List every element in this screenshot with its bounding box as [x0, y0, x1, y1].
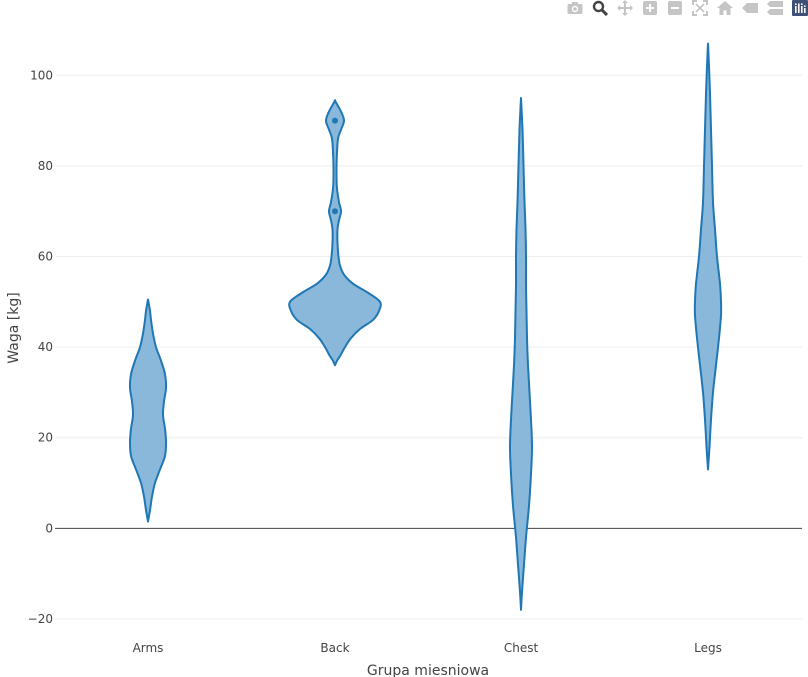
plotly-logo-icon[interactable]: [792, 0, 808, 16]
violins: [128, 42, 723, 611]
x-tick-label: Arms: [133, 641, 164, 655]
hover-closest-icon[interactable]: [742, 0, 758, 16]
zoom-in-icon[interactable]: [642, 0, 658, 16]
outlier-point[interactable]: [332, 208, 338, 215]
outlier-point[interactable]: [332, 117, 338, 124]
y-tick-label: 0: [45, 521, 53, 535]
reset-axes-icon[interactable]: [717, 0, 733, 16]
violin-chest[interactable]: [509, 96, 533, 611]
y-tick-label: 80: [38, 159, 53, 173]
y-tick-label: −20: [28, 612, 53, 626]
zoom-out-icon[interactable]: [667, 0, 683, 16]
violin-arms[interactable]: [128, 298, 168, 523]
hover-compare-icon[interactable]: [767, 0, 783, 16]
x-tick-label: Chest: [504, 641, 539, 655]
y-tick-label: 100: [30, 68, 53, 82]
x-axis-title: Grupa miesniowa: [367, 663, 489, 677]
violin-legs[interactable]: [693, 42, 723, 471]
y-tick-label: 60: [38, 250, 53, 264]
x-tick-label: Back: [320, 641, 349, 655]
x-tick-label: Legs: [694, 641, 722, 655]
y-tick-label: 20: [38, 431, 53, 445]
autoscale-icon[interactable]: [692, 0, 708, 16]
x-tick-labels: Arms Back Chest Legs: [133, 641, 722, 655]
gridlines: [55, 74, 802, 620]
camera-icon[interactable]: [567, 0, 583, 16]
pan-icon[interactable]: [617, 0, 633, 16]
modebar: [558, 0, 808, 16]
violin-back[interactable]: [288, 99, 382, 367]
y-tick-labels: −20 0 20 40 60 80 100: [28, 68, 53, 626]
y-tick-label: 40: [38, 340, 53, 354]
zoom-icon[interactable]: [592, 0, 608, 16]
y-axis-title: Waga [kg]: [6, 292, 22, 363]
